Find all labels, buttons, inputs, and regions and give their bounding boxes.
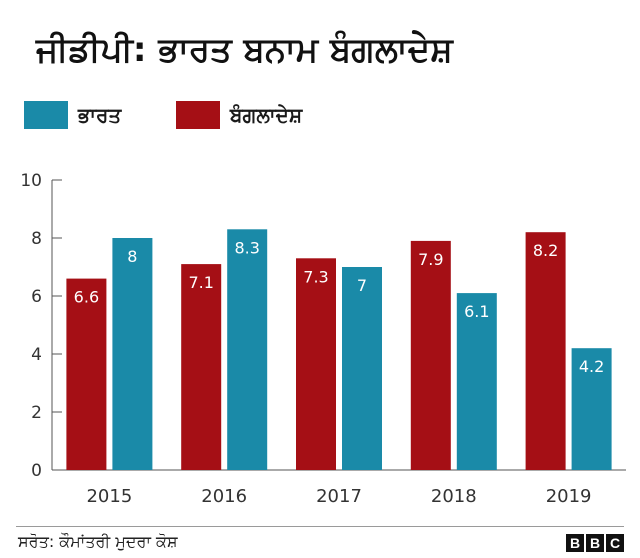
bar-bangladesh [525,232,566,470]
bbc-logo-letter: B [566,534,584,552]
data-label-india: 8.3 [234,238,259,257]
source-note: ਸਰੋਤ: ਕੌਮਾਂਤਰੀ ਮੁਦਰਾ ਕੋਸ਼ [18,532,178,551]
bar-india [342,267,382,470]
data-label-bangladesh: 7.1 [188,273,213,292]
bar-india [571,348,612,470]
y-tick-label: 8 [31,229,42,249]
y-tick-label: 2 [31,403,42,423]
legend-label-bangladesh: ਬੰਗਲਾਦੇਸ਼ [230,103,303,127]
x-tick-label: 2016 [201,486,247,507]
bar-india [112,238,153,470]
data-label-india: 8 [127,247,137,266]
data-label-bangladesh: 7.3 [303,267,328,286]
bar-bangladesh [66,278,107,470]
y-tick-label: 4 [31,345,42,365]
bar-india [456,293,497,470]
bbc-logo-letter: C [606,534,624,552]
bar-india [227,229,268,470]
y-tick-label: 6 [31,287,42,307]
legend-item-india: ਭਾਰਤ [24,100,121,130]
data-label-bangladesh: 7.9 [418,250,443,269]
bar-bangladesh [181,264,222,470]
bbc-logo-letter: B [586,534,604,552]
data-label-bangladesh: 8.2 [533,241,558,260]
data-label-india: 6.1 [464,302,489,321]
data-label-india: 7 [357,276,367,295]
x-tick-label: 2015 [86,486,132,507]
x-tick-label: 2018 [431,486,477,507]
data-label-india: 4.2 [579,357,604,376]
legend-item-bangladesh: ਬੰਗਲਾਦੇਸ਼ [176,100,302,130]
y-tick-label: 10 [20,171,42,191]
x-tick-label: 2019 [546,486,592,507]
data-label-bangladesh: 6.6 [74,288,99,307]
bbc-logo: B B C [566,534,624,552]
legend-swatch-bangladesh [176,101,220,129]
bar-bangladesh [410,240,451,470]
legend-swatch-india [24,101,68,129]
chart-title: ਜੀਡੀਪੀ: ਭਾਰਤ ਬਨਾਮ ਬੰਗਲਾਦੇਸ਼ [36,30,453,70]
x-tick-label: 2017 [316,486,362,507]
legend-label-india: ਭਾਰਤ [78,103,122,127]
y-tick-label: 0 [31,461,42,481]
bar-bangladesh [296,258,336,470]
footer-divider [16,526,624,527]
